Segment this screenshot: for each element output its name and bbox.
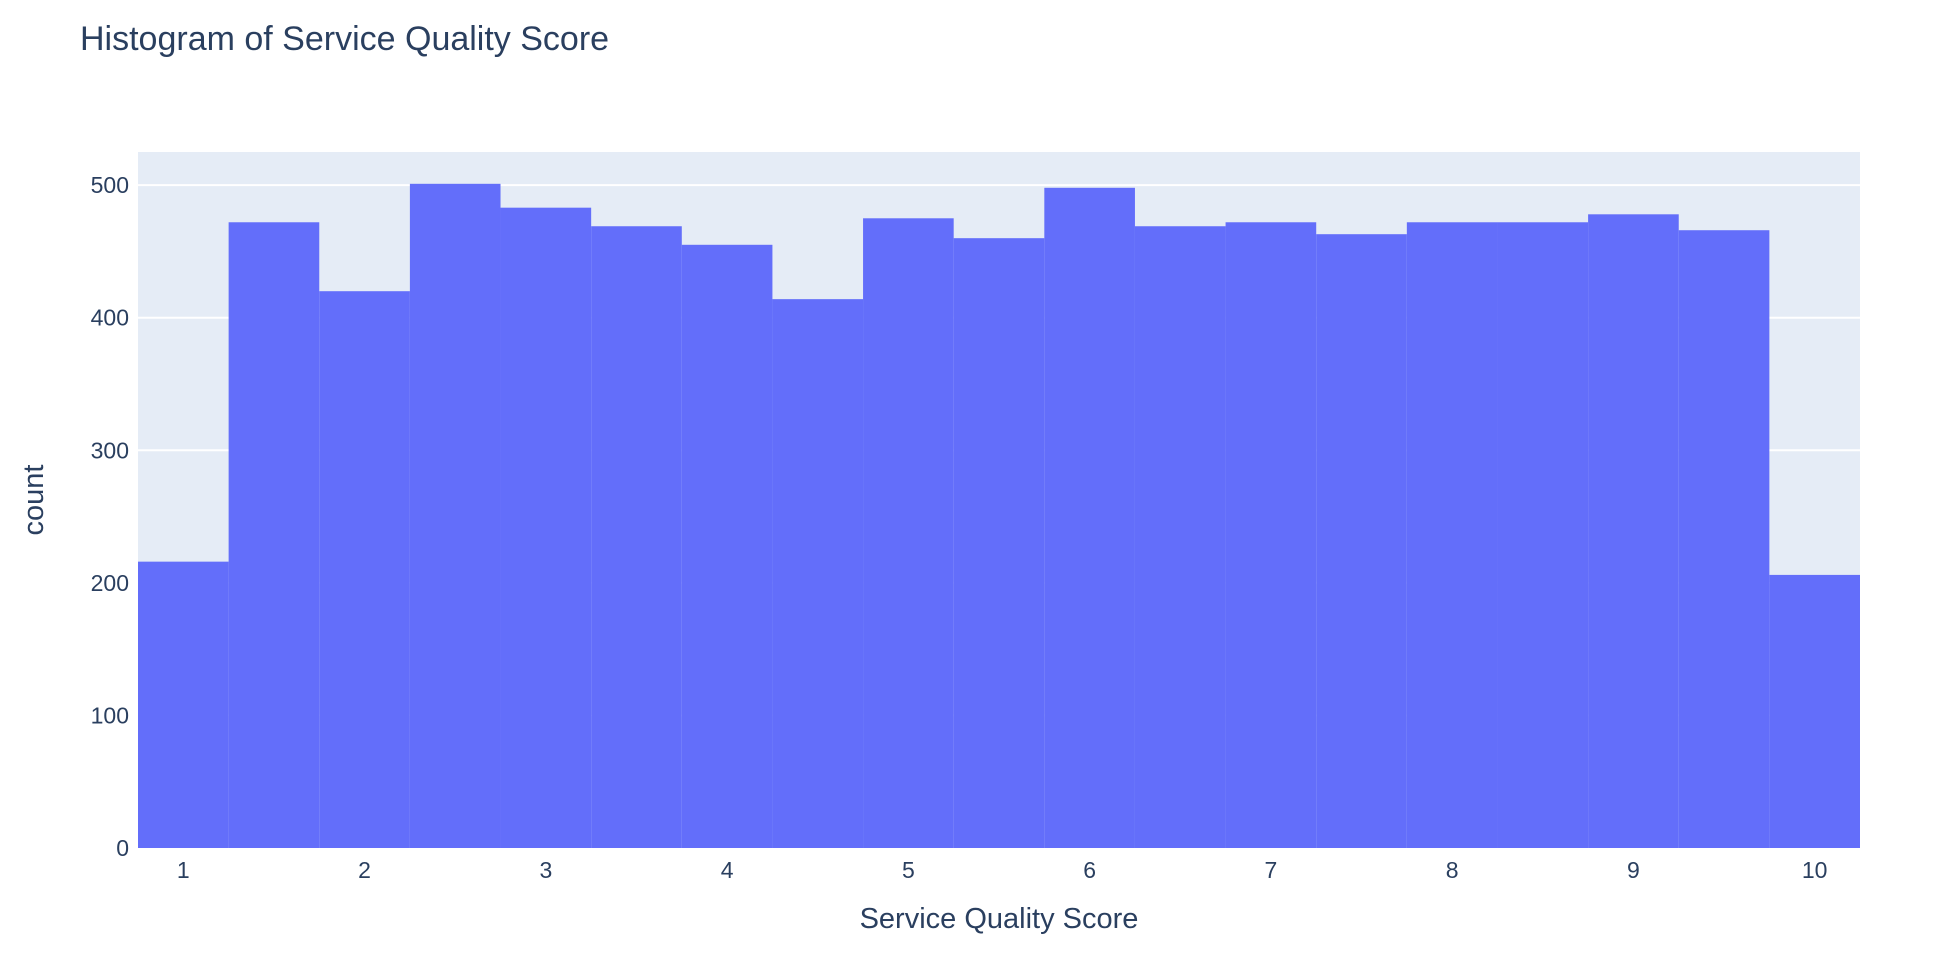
histogram-bar (228, 222, 320, 848)
histogram-bar (138, 561, 229, 848)
histogram-bar (319, 291, 410, 848)
histogram-bar (1678, 230, 1770, 848)
x-tick-label: 10 (1802, 857, 1828, 883)
histogram-bars (138, 183, 1860, 849)
x-tick-label: 1 (177, 857, 190, 883)
x-tick-label: 9 (1627, 857, 1640, 883)
y-tick-label: 400 (91, 305, 129, 331)
histogram-bar (1225, 222, 1317, 848)
histogram-bar (1497, 222, 1589, 848)
histogram-bar (953, 238, 1045, 848)
y-tick-label: 500 (91, 172, 129, 198)
y-tick-label: 200 (91, 570, 129, 596)
histogram-bar (409, 183, 501, 848)
y-axis-title: count (18, 465, 50, 536)
histogram-bar (1588, 214, 1679, 848)
histogram-bar (772, 299, 864, 848)
x-tick-label: 5 (902, 857, 915, 883)
y-tick-label: 0 (116, 835, 129, 861)
x-tick-label: 6 (1083, 857, 1096, 883)
x-axis-title: Service Quality Score (860, 903, 1139, 935)
histogram-bar (681, 244, 773, 849)
histogram-bar (1316, 234, 1407, 849)
x-axis-ticks: 1 2 3 4 5 6 7 8 9 10 (177, 857, 1828, 883)
x-tick-label: 7 (1264, 857, 1277, 883)
histogram-bar (1134, 226, 1226, 849)
y-axis-ticks: 0 100 200 300 400 500 (91, 172, 129, 861)
histogram-bar (500, 207, 592, 848)
histogram-bar (1769, 574, 1860, 848)
y-tick-label: 300 (91, 437, 129, 463)
chart-title: Histogram of Service Quality Score (80, 20, 609, 58)
histogram-bar (863, 218, 954, 849)
x-tick-label: 8 (1446, 857, 1459, 883)
x-tick-label: 3 (539, 857, 552, 883)
x-tick-label: 4 (721, 857, 734, 883)
histogram-bar (591, 226, 682, 849)
histogram-bar (1406, 222, 1498, 848)
histogram-bar (1044, 187, 1135, 848)
x-tick-label: 2 (358, 857, 371, 883)
y-tick-label: 100 (91, 702, 129, 728)
